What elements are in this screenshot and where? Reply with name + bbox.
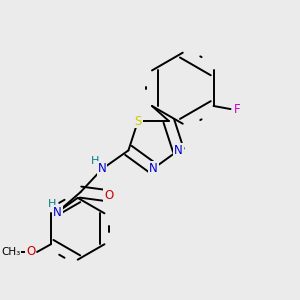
Text: S: S xyxy=(134,115,142,128)
Text: N: N xyxy=(53,206,62,219)
Text: N: N xyxy=(174,144,183,157)
Text: N: N xyxy=(149,162,158,175)
Text: O: O xyxy=(26,245,35,259)
Text: O: O xyxy=(104,189,113,202)
Text: CH₃: CH₃ xyxy=(1,247,20,257)
Text: H: H xyxy=(91,156,100,166)
Text: N: N xyxy=(98,162,106,176)
Text: H: H xyxy=(48,200,56,209)
Text: F: F xyxy=(233,103,240,116)
